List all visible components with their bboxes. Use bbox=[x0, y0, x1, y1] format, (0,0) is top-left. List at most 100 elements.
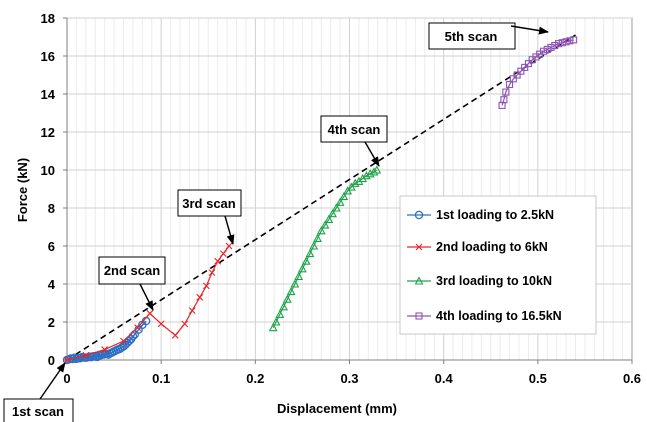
callout-arrow bbox=[224, 215, 235, 245]
data-point bbox=[64, 355, 74, 364]
legend: 1st loading to 2.5kN 2nd loading to 6kN … bbox=[399, 195, 597, 335]
data-point bbox=[146, 310, 154, 317]
callout-box bbox=[428, 22, 516, 50]
data-point bbox=[369, 167, 379, 176]
data-point bbox=[509, 75, 517, 83]
data-point bbox=[268, 323, 278, 332]
legend-entry-3: 3rd loading to 10kN bbox=[407, 274, 552, 288]
callout-4th-scan: 4th scan bbox=[320, 115, 388, 167]
x-tick-label: 0.6 bbox=[623, 371, 641, 386]
data-point bbox=[188, 307, 196, 314]
data-point bbox=[275, 309, 285, 318]
data-point bbox=[415, 243, 423, 251]
legend-label-3: 3rd loading to 10kN bbox=[436, 274, 552, 288]
data-point bbox=[279, 302, 289, 311]
data-point bbox=[521, 63, 529, 71]
data-point bbox=[335, 197, 345, 206]
data-point bbox=[558, 39, 566, 47]
data-point bbox=[506, 80, 514, 89]
legend-label-4: 4th loading to 16.5kN bbox=[436, 309, 562, 323]
data-point bbox=[372, 165, 382, 174]
callout-arrow bbox=[39, 362, 66, 400]
legend-label-2: 2nd loading to 6kN bbox=[436, 240, 548, 254]
data-point bbox=[554, 40, 563, 48]
data-point bbox=[524, 60, 532, 68]
data-point bbox=[362, 171, 371, 180]
y-tick-label: 2 bbox=[48, 315, 55, 330]
callout-label: 5th scan bbox=[445, 29, 498, 44]
callout-box bbox=[98, 256, 166, 285]
data-point bbox=[328, 209, 337, 218]
x-tick-label: 0 bbox=[63, 371, 70, 386]
data-point bbox=[339, 191, 349, 201]
y-tick-label: 10 bbox=[41, 163, 55, 178]
callout-arrow bbox=[510, 25, 549, 35]
data-point bbox=[365, 169, 375, 178]
data-point bbox=[517, 67, 525, 75]
legend-entry-4: 4th loading to 16.5kN bbox=[407, 309, 562, 323]
callout-arrow bbox=[139, 283, 154, 311]
data-point bbox=[134, 324, 142, 332]
data-point bbox=[171, 331, 179, 339]
data-point bbox=[316, 226, 326, 235]
data-point bbox=[331, 203, 341, 212]
x-tick-label: 0.1 bbox=[152, 371, 170, 386]
callout-box bbox=[3, 398, 74, 422]
y-tick-label: 18 bbox=[41, 11, 55, 26]
series-3 bbox=[268, 165, 382, 332]
y-tick-label: 0 bbox=[48, 353, 55, 368]
callout-box bbox=[177, 189, 242, 217]
y-tick-labels: 0 2 4 6 8 10 12 14 16 18 bbox=[41, 11, 67, 368]
callout-5th-scan: 5th scan bbox=[428, 22, 549, 50]
data-point bbox=[202, 282, 210, 290]
x-tick-label: 0.5 bbox=[529, 371, 547, 386]
data-point bbox=[290, 279, 300, 288]
callout-arrow bbox=[364, 141, 380, 167]
data-point bbox=[297, 264, 307, 273]
legend-symbol-3 bbox=[407, 276, 431, 285]
legend-symbol-1 bbox=[407, 210, 431, 220]
y-axis-title: Force (kN) bbox=[15, 158, 30, 222]
data-point bbox=[500, 96, 508, 104]
callout-1st-scan: 1st scan bbox=[3, 362, 74, 422]
legend-entry-2: 2nd loading to 6kN bbox=[407, 240, 548, 254]
callout-2nd-scan: 2nd scan bbox=[98, 256, 166, 311]
callout-box bbox=[320, 115, 388, 143]
data-point bbox=[294, 271, 304, 280]
legend-box bbox=[399, 195, 597, 335]
data-point bbox=[157, 320, 165, 328]
legend-label-1: 1st loading to 2.5kN bbox=[436, 208, 554, 222]
y-tick-label: 8 bbox=[48, 201, 55, 216]
data-point bbox=[313, 233, 322, 242]
data-point bbox=[305, 248, 315, 258]
data-point bbox=[547, 43, 555, 52]
data-point bbox=[414, 276, 424, 285]
data-point bbox=[350, 178, 360, 187]
data-point bbox=[539, 47, 548, 55]
data-point bbox=[414, 210, 424, 220]
legend-symbol-2 bbox=[407, 243, 431, 251]
data-point bbox=[120, 337, 127, 345]
data-point bbox=[219, 250, 227, 257]
data-point bbox=[415, 312, 423, 320]
callout-label: 3rd scan bbox=[182, 196, 236, 211]
data-point bbox=[63, 356, 71, 364]
callout-label: 2nd scan bbox=[104, 263, 160, 278]
data-point bbox=[551, 41, 559, 50]
data-point bbox=[543, 45, 551, 53]
x-tick-labels: 0 0.1 0.2 0.3 0.4 0.5 0.6 bbox=[63, 360, 641, 386]
data-point bbox=[570, 36, 578, 44]
data-point bbox=[196, 293, 204, 301]
legend-symbol-4 bbox=[407, 312, 431, 320]
y-tick-label: 16 bbox=[41, 49, 55, 64]
data-point bbox=[102, 349, 111, 359]
data-point bbox=[181, 320, 189, 328]
data-point bbox=[562, 38, 570, 46]
data-point bbox=[271, 317, 281, 326]
data-point bbox=[502, 88, 510, 96]
data-point bbox=[101, 346, 109, 353]
callout-label: 1st scan bbox=[12, 404, 64, 419]
y-tick-label: 14 bbox=[41, 87, 56, 102]
series-line bbox=[66, 245, 230, 361]
